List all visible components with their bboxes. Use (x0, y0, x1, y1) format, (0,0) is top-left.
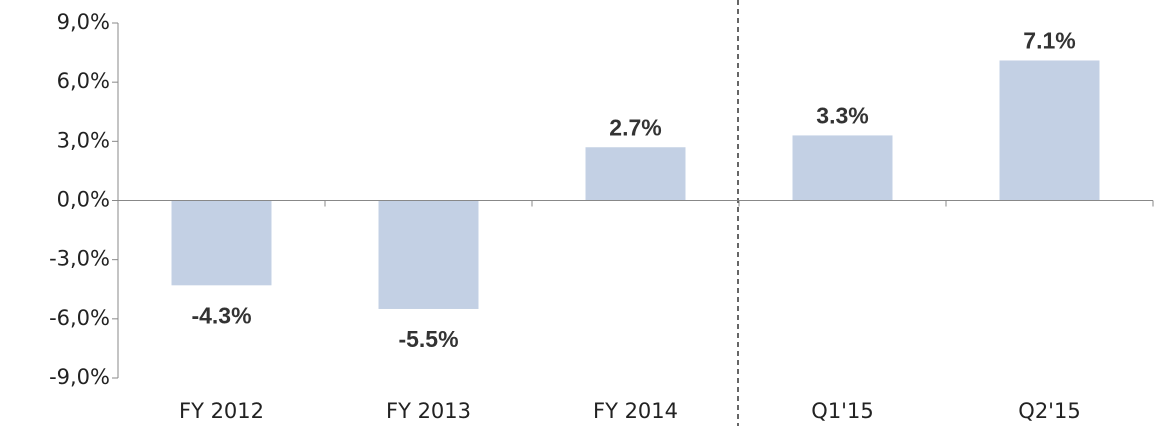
y-tick-label: 0,0% (57, 188, 110, 212)
bar (585, 147, 686, 201)
y-tick-label: 3,0% (57, 128, 110, 152)
value-label: 7.1% (1023, 28, 1075, 54)
value-label: -5.5% (398, 326, 458, 352)
value-label: 3.3% (816, 102, 868, 128)
bar (792, 135, 893, 201)
x-tick-label: FY 2012 (179, 399, 264, 423)
x-tick-label: FY 2013 (386, 399, 471, 423)
y-tick-label: 9,0% (57, 10, 110, 34)
x-tick-label: Q1'15 (811, 399, 873, 423)
bar (171, 200, 272, 286)
bar (999, 60, 1100, 201)
y-tick-label: -9,0% (49, 365, 110, 389)
value-label: 2.7% (609, 114, 661, 140)
value-label: -4.3% (191, 302, 251, 328)
x-tick-label: Q2'15 (1018, 399, 1080, 423)
y-tick-label: -3,0% (49, 247, 110, 271)
bar (378, 200, 479, 309)
x-tick-label: FY 2014 (593, 399, 678, 423)
y-tick-label: 6,0% (57, 69, 110, 93)
y-tick-label: -6,0% (49, 306, 110, 330)
